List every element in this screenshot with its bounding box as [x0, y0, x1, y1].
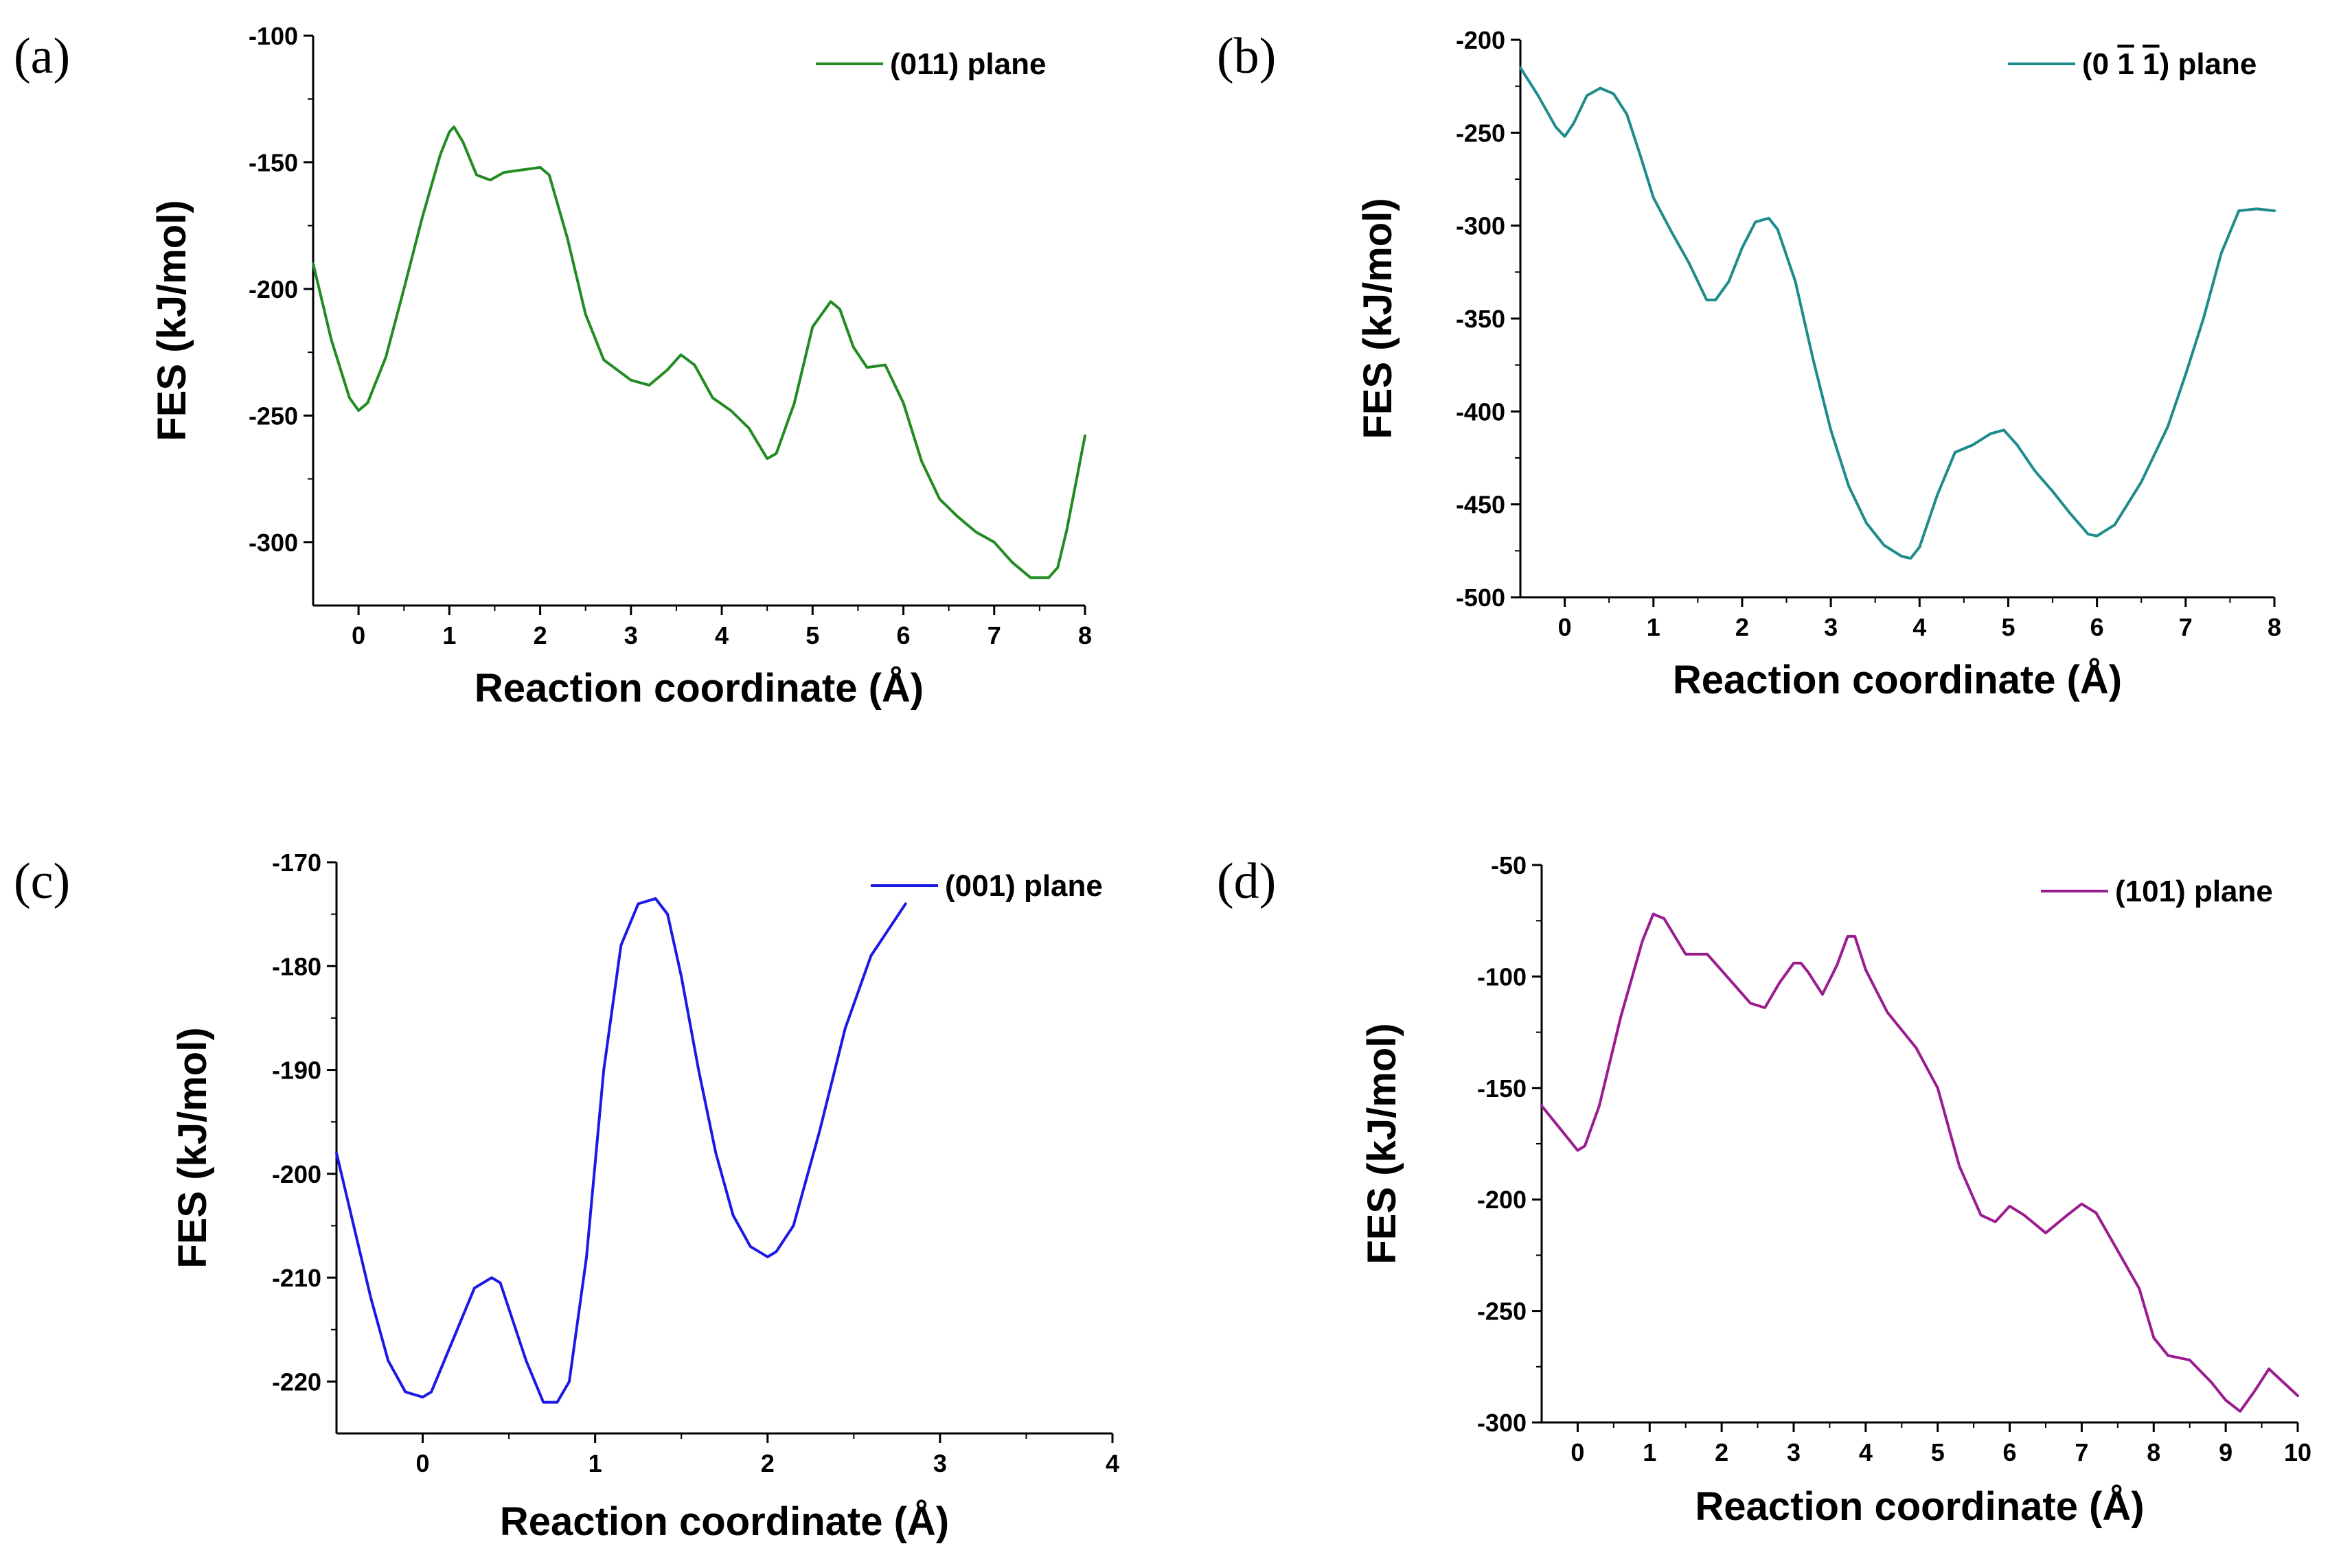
x-axis-title: Reaction coordinate (Å)	[1673, 658, 2122, 702]
fes-series-line	[1519, 66, 2276, 560]
y-tick-label: -100	[249, 22, 298, 50]
y-tick-label: -300	[1477, 1409, 1527, 1437]
x-tick-label: 9	[2219, 1438, 2232, 1466]
x-tick-label: 3	[933, 1449, 947, 1477]
y-tick-label: -180	[272, 952, 321, 980]
chart-panel-d: (d) 0 1 2 3 4 5 6 7 8 9 10 -300 -250 -200 -150 -100 -50 R…	[1165, 784, 2330, 1568]
panel-letter: (c)	[14, 853, 71, 910]
x-axis-title: Reaction coordinate (Å)	[475, 666, 924, 711]
x-tick-label: 10	[2284, 1438, 2311, 1466]
y-tick-label: -250	[1456, 119, 1505, 147]
chart-panel-a: (a) 0 1 2 3 4 5 6 7 8 -300 -250 -200 -150 -100 Reactio…	[0, 0, 1165, 784]
y-axis-title: FES (kJ/mol)	[1360, 1023, 1404, 1264]
chart-panel-b: (b) 0 1 2 3 4 5 6 7 8 -500 -450 -400 -350 -300 -250 -20…	[1165, 0, 2330, 784]
panel-letter: (b)	[1217, 28, 1277, 84]
y-tick-label: -300	[249, 529, 298, 557]
x-tick-label: 5	[1931, 1438, 1945, 1466]
legend-label: (0 1 1) plane	[2082, 47, 2257, 81]
y-tick-label: -200	[1456, 26, 1505, 54]
x-tick-label: 3	[1787, 1438, 1801, 1466]
x-tick-label: 1	[1647, 613, 1660, 641]
legend-label: (011) plane	[890, 47, 1046, 81]
y-tick-label: -210	[272, 1264, 321, 1292]
legend-part: (0	[2082, 47, 2109, 81]
x-tick-label: 4	[1859, 1438, 1873, 1466]
y-tick-label: -50	[1491, 851, 1527, 879]
fes-series-line	[312, 125, 1086, 579]
x-tick-label: 6	[897, 621, 911, 649]
y-tick-label: -350	[1456, 305, 1505, 333]
y-tick-label: -150	[1477, 1074, 1527, 1103]
x-tick-label: 5	[806, 621, 819, 649]
legend-part	[2109, 47, 2117, 81]
legend-label: (101) plane	[2115, 875, 2273, 908]
y-tick-label: -300	[1456, 212, 1505, 240]
x-tick-label: 4	[715, 621, 729, 649]
chart-panel-c: (c) 0 1 2 3 4 -220 -210 -200 -190 -180 -170 Reactio…	[0, 784, 1165, 1568]
x-tick-label: 5	[2001, 613, 2015, 641]
y-tick-label: -200	[1477, 1186, 1527, 1214]
overlined-index: 1	[2143, 47, 2159, 81]
y-tick-label: -100	[1477, 962, 1527, 991]
legend-part	[2134, 47, 2143, 81]
x-tick-label: 0	[1571, 1438, 1584, 1466]
y-tick-label: -450	[1456, 491, 1505, 519]
chart-c: 0 1 2 3 4 -220 -210 -200 -190 -180 -170 Reaction co…	[170, 849, 1119, 1544]
y-tick-label: -220	[272, 1368, 321, 1396]
legend-label: (001) plane	[945, 869, 1103, 903]
x-tick-label: 0	[352, 621, 365, 649]
panel-letter: (a)	[14, 28, 71, 84]
x-tick-label: 3	[624, 621, 638, 649]
x-tick-label: 8	[1078, 621, 1092, 649]
x-tick-label: 1	[589, 1449, 602, 1477]
x-tick-label: 7	[2179, 613, 2193, 641]
x-tick-label: 0	[416, 1449, 430, 1477]
x-tick-label: 6	[2003, 1438, 2017, 1466]
x-tick-label: 8	[2268, 613, 2281, 641]
y-tick-label: -170	[272, 849, 321, 877]
x-tick-label: 2	[534, 621, 547, 649]
chart-a: 0 1 2 3 4 5 6 7 8 -300 -250 -200 -150 -100 Reaction co…	[150, 22, 1092, 711]
x-tick-label: 3	[1824, 613, 1838, 641]
y-tick-label: -400	[1456, 397, 1505, 426]
fes-series-line	[1540, 912, 2299, 1413]
x-tick-label: 1	[1643, 1438, 1656, 1466]
y-axis-title: FES (kJ/mol)	[150, 200, 194, 441]
legend-part: ) plane	[2160, 47, 2257, 81]
x-axis-title: Reaction coordinate (Å)	[1695, 1484, 2144, 1529]
fes-series-line	[335, 897, 907, 1404]
x-tick-label: 2	[761, 1449, 775, 1477]
x-tick-label: 4	[1106, 1449, 1119, 1477]
y-tick-label: -500	[1456, 584, 1505, 612]
overlined-index: 1	[2117, 47, 2134, 81]
y-tick-label: -250	[1477, 1298, 1527, 1326]
y-tick-label: -190	[272, 1057, 321, 1085]
x-tick-label: 8	[2147, 1438, 2160, 1466]
x-tick-label: 6	[2090, 613, 2104, 641]
x-axis-title: Reaction coordinate (Å)	[500, 1499, 949, 1544]
y-tick-label: -250	[249, 402, 298, 430]
x-tick-label: 0	[1558, 613, 1572, 641]
x-tick-label: 4	[1912, 613, 1926, 641]
chart-b: 0 1 2 3 4 5 6 7 8 -500 -450 -400 -350 -300 -250 -200 Rea…	[1356, 26, 2281, 702]
y-axis-title: FES (kJ/mol)	[1356, 198, 1400, 439]
y-tick-label: -150	[249, 148, 298, 176]
y-tick-label: -200	[272, 1160, 321, 1188]
x-tick-label: 2	[1735, 613, 1749, 641]
y-axis-title: FES (kJ/mol)	[170, 1027, 215, 1268]
panel-letter: (d)	[1217, 853, 1277, 910]
x-tick-label: 7	[987, 621, 1001, 649]
x-tick-label: 2	[1715, 1438, 1728, 1466]
y-tick-label: -200	[249, 275, 298, 303]
x-tick-label: 7	[2075, 1438, 2088, 1466]
x-tick-label: 1	[442, 621, 456, 649]
chart-d: 0 1 2 3 4 5 6 7 8 9 10 -300 -250 -200 -150 -100 -50 React…	[1360, 851, 2311, 1529]
